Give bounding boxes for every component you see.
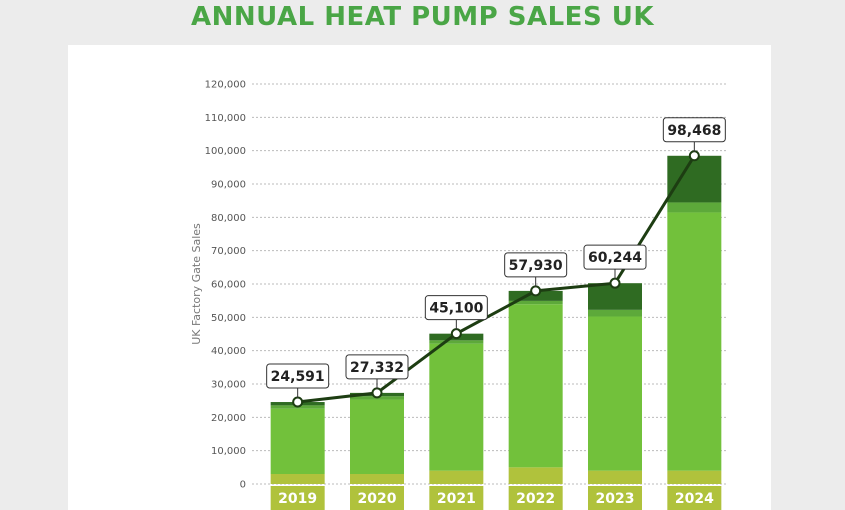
- y-axis-label: UK Factory Gate Sales: [190, 223, 203, 345]
- bar-segment-light: [588, 309, 642, 317]
- x-category-label: 2019: [278, 491, 317, 507]
- bar-segment-base: [667, 470, 722, 484]
- data-point: [450, 328, 462, 340]
- y-tick-label: 50,000: [211, 313, 246, 324]
- bar-segment-base: [270, 474, 325, 484]
- data-point: [530, 285, 542, 297]
- data-label-box: [266, 363, 330, 389]
- bar-segment-light: [429, 340, 484, 344]
- category-strip: [350, 486, 404, 510]
- data-label-box: [662, 117, 726, 143]
- data-point: [371, 387, 383, 399]
- data-label-box: [345, 354, 409, 380]
- data-label-box: [583, 244, 647, 270]
- data-label-box: [504, 252, 568, 278]
- category-strip: [588, 486, 642, 510]
- data-label: 45,100: [429, 301, 483, 317]
- data-point: [292, 396, 304, 408]
- bar-segment-base: [508, 467, 563, 484]
- x-category-label: 2022: [516, 491, 555, 507]
- bar-segment-middle: [350, 399, 404, 474]
- y-tick-label: 70,000: [211, 246, 246, 257]
- bar-segment-middle: [270, 408, 325, 474]
- category-strip: [429, 486, 484, 510]
- bar-segment-middle: [588, 316, 642, 471]
- bar-segment-middle: [667, 212, 722, 471]
- bar-segment-top: [667, 155, 722, 203]
- data-label: 24,591: [271, 369, 325, 385]
- y-tick-label: 80,000: [211, 213, 246, 224]
- bar-segment-middle: [429, 343, 484, 471]
- category-strip: [667, 486, 722, 510]
- y-tick-label: 60,000: [211, 280, 246, 291]
- y-tick-label: 100,000: [205, 146, 246, 157]
- y-tick-label: 90,000: [211, 180, 246, 191]
- bar-segment-light: [667, 202, 722, 213]
- data-label-box: [424, 295, 488, 321]
- category-strip: [270, 486, 325, 510]
- x-category-label: 2023: [596, 491, 635, 507]
- y-tick-label: 40,000: [211, 346, 246, 357]
- category-strip: [508, 486, 563, 510]
- x-category-label: 2020: [358, 491, 397, 507]
- data-label: 98,468: [667, 123, 721, 139]
- chart-title: ANNUAL HEAT PUMP SALES UK: [191, 2, 654, 32]
- bar-segment-base: [350, 474, 404, 484]
- x-category-label: 2021: [437, 491, 476, 507]
- data-point: [688, 150, 700, 162]
- x-category-label: 2024: [675, 491, 714, 507]
- y-tick-label: 30,000: [211, 380, 246, 391]
- y-tick-label: 0: [240, 480, 246, 491]
- chart-panel: [68, 45, 771, 510]
- bar-segment-base: [588, 470, 642, 484]
- bar-segment-middle: [508, 304, 563, 468]
- y-tick-label: 10,000: [211, 446, 246, 457]
- y-tick-label: 20,000: [211, 413, 246, 424]
- y-tick-label: 120,000: [205, 80, 246, 91]
- bar-segment-light: [508, 300, 563, 305]
- data-point: [609, 277, 621, 289]
- data-label: 60,244: [588, 250, 642, 266]
- bar-segment-base: [429, 470, 484, 484]
- data-label: 27,332: [350, 360, 404, 376]
- data-label: 57,930: [509, 258, 563, 274]
- y-tick-label: 110,000: [205, 113, 246, 124]
